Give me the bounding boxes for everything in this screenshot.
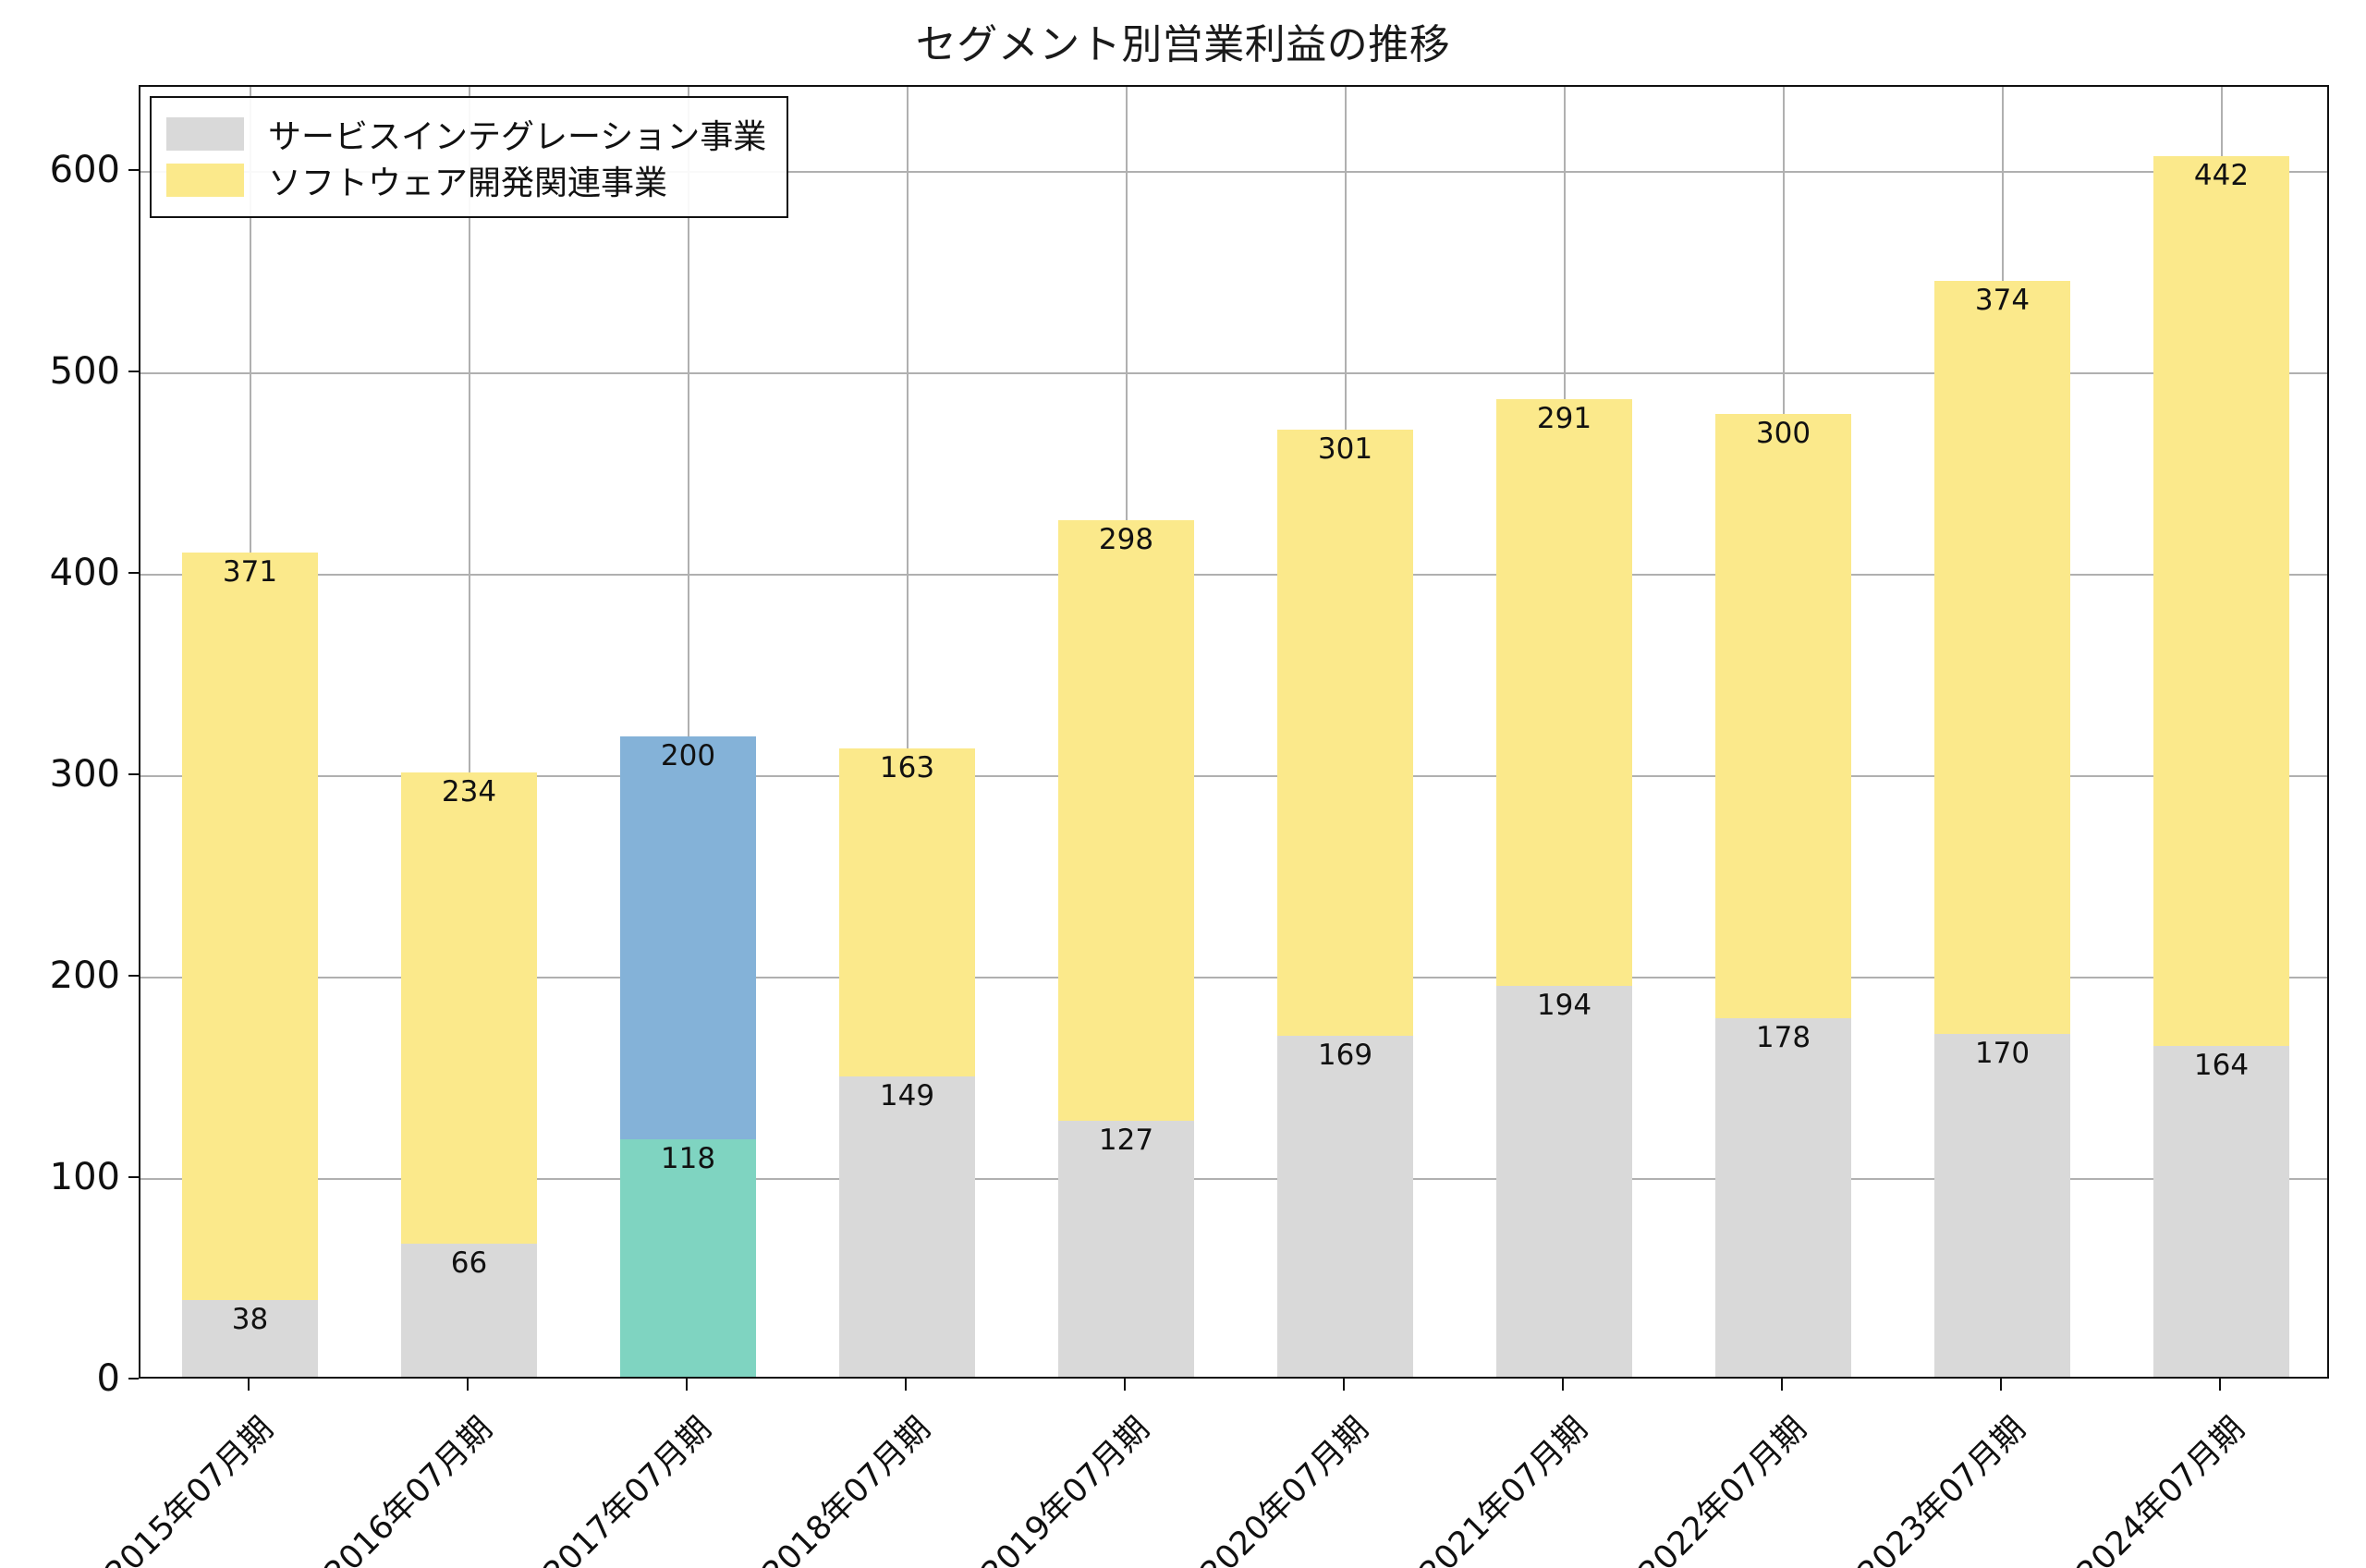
bar-segment[interactable]: 169	[1277, 1036, 1413, 1377]
gridline-horizontal	[140, 976, 2327, 978]
bar-segment[interactable]: 149	[839, 1076, 975, 1377]
bar-segment[interactable]: 442	[2153, 155, 2289, 1047]
x-axis-tick-mark	[1780, 1379, 1783, 1391]
bar-segment[interactable]: 298	[1058, 520, 1194, 1122]
bar-segment[interactable]: 127	[1058, 1121, 1194, 1377]
y-axis-tick-label: 400	[49, 551, 120, 594]
bar-group[interactable]: 164 442	[2153, 155, 2289, 1377]
bar-value-label: 178	[1755, 1020, 1811, 1054]
bar-segment[interactable]: 234	[401, 772, 537, 1245]
bar-segment[interactable]: 300	[1715, 413, 1851, 1018]
y-axis-tick-mark	[128, 772, 139, 775]
bar-value-label: 300	[1755, 416, 1811, 450]
bar-value-label: 298	[1098, 523, 1154, 557]
y-axis-tick-mark	[128, 1175, 139, 1178]
x-axis-tick-mark	[2218, 1379, 2221, 1391]
y-axis-tick-mark	[128, 571, 139, 574]
bar-value-label: 371	[222, 555, 278, 590]
gridline-horizontal	[140, 1177, 2327, 1180]
bar-value-label: 374	[1974, 283, 2031, 317]
x-axis-tick-mark	[904, 1379, 907, 1391]
bar-value-label: 164	[2193, 1049, 2250, 1083]
bar-segment[interactable]: 66	[401, 1244, 537, 1377]
x-axis-tick-label: 2015年07月期	[98, 1410, 281, 1568]
bar-value-label: 149	[879, 1079, 935, 1113]
y-axis-tick-label: 200	[49, 954, 120, 997]
gridline-horizontal	[140, 170, 2327, 173]
bar-value-label: 163	[879, 750, 935, 784]
bar-value-label: 234	[441, 774, 497, 808]
bar-value-label: 169	[1317, 1039, 1373, 1073]
bar-segment[interactable]: 194	[1496, 985, 1632, 1377]
bar-value-label: 127	[1098, 1124, 1154, 1158]
plot-inner: 38 371 66 234 118 200 149 163 127 298 169 301 194 291…	[140, 87, 2327, 1377]
bar-segment[interactable]: 163	[839, 748, 975, 1077]
bar-segment[interactable]: 374	[1934, 280, 2070, 1035]
bar-segment[interactable]: 301	[1277, 430, 1413, 1037]
gridline-horizontal	[140, 371, 2327, 374]
y-axis-tick-mark	[128, 1378, 139, 1380]
gridline-horizontal	[140, 573, 2327, 576]
bar-value-label: 170	[1974, 1037, 2031, 1071]
bar-segment[interactable]: 371	[182, 553, 318, 1301]
y-axis-tick-mark	[128, 168, 139, 171]
bar-group[interactable]: 170 374	[1934, 280, 2070, 1377]
y-axis-tick-label: 500	[49, 349, 120, 393]
y-axis-tick-label: 300	[49, 752, 120, 796]
bar-group[interactable]: 194 291	[1496, 399, 1632, 1377]
x-axis-tick-mark	[247, 1379, 250, 1391]
y-axis-tick-label: 600	[49, 148, 120, 191]
legend-item-label: サービスインテグレーション事業	[268, 118, 767, 156]
bar-value-label: 200	[660, 738, 716, 772]
legend: サービスインテグレーション事業 ソフトウェア開発関連事業	[150, 96, 789, 218]
gridline-horizontal	[140, 774, 2327, 777]
x-axis-tick-mark	[1999, 1379, 2002, 1391]
bar-segment[interactable]: 170	[1934, 1034, 2070, 1377]
bar-group[interactable]: 169 301	[1277, 430, 1413, 1377]
legend-swatch	[166, 164, 244, 197]
bar-value-label: 442	[2193, 158, 2250, 192]
gridline-vertical	[468, 87, 470, 1377]
legend-item-label: ソフトウェア開発関連事業	[268, 164, 668, 202]
bar-value-label: 301	[1317, 432, 1373, 467]
bar-segment[interactable]: 164	[2153, 1046, 2289, 1377]
bar-value-label: 38	[231, 1303, 269, 1337]
bar-segment[interactable]: 200	[620, 735, 756, 1139]
legend-item[interactable]: サービスインテグレーション事業	[166, 111, 766, 157]
bar-value-label: 66	[450, 1246, 488, 1281]
gridline-vertical	[906, 87, 909, 1377]
y-axis-tick-mark	[128, 370, 139, 372]
gridline-vertical	[687, 87, 689, 1377]
x-axis-tick-mark	[466, 1379, 469, 1391]
page-title: セグメント別営業利益の推移	[915, 21, 1451, 68]
bar-value-label: 291	[1536, 402, 1592, 436]
bar-group[interactable]: 127 298	[1058, 520, 1194, 1377]
bar-segment[interactable]: 291	[1496, 399, 1632, 986]
legend-swatch	[166, 117, 244, 151]
bar-value-label: 194	[1536, 988, 1592, 1022]
x-axis-tick-mark	[685, 1379, 688, 1391]
bar-group[interactable]: 66 234	[401, 772, 537, 1377]
bar-group[interactable]: 149 163	[839, 748, 975, 1377]
plot-area: 38 371 66 234 118 200 149 163 127 298 169 301 194 291…	[139, 85, 2329, 1379]
bar-group[interactable]: 38 371	[182, 553, 318, 1377]
y-axis-tick-label: 0	[96, 1357, 120, 1400]
bar-segment[interactable]: 38	[182, 1300, 318, 1377]
bar-group[interactable]: 178 300	[1715, 413, 1851, 1377]
x-axis-tick-mark	[1342, 1379, 1345, 1391]
y-axis-tick-label: 100	[49, 1155, 120, 1198]
bar-segment[interactable]: 178	[1715, 1017, 1851, 1377]
bar-group[interactable]: 118 200	[620, 735, 756, 1377]
legend-item[interactable]: ソフトウェア開発関連事業	[166, 157, 766, 203]
y-axis-tick-mark	[128, 974, 139, 977]
bar-value-label: 118	[660, 1141, 716, 1175]
bar-segment[interactable]: 118	[620, 1138, 756, 1377]
x-axis-tick-mark	[1123, 1379, 1126, 1391]
x-axis-tick-mark	[1561, 1379, 1564, 1391]
